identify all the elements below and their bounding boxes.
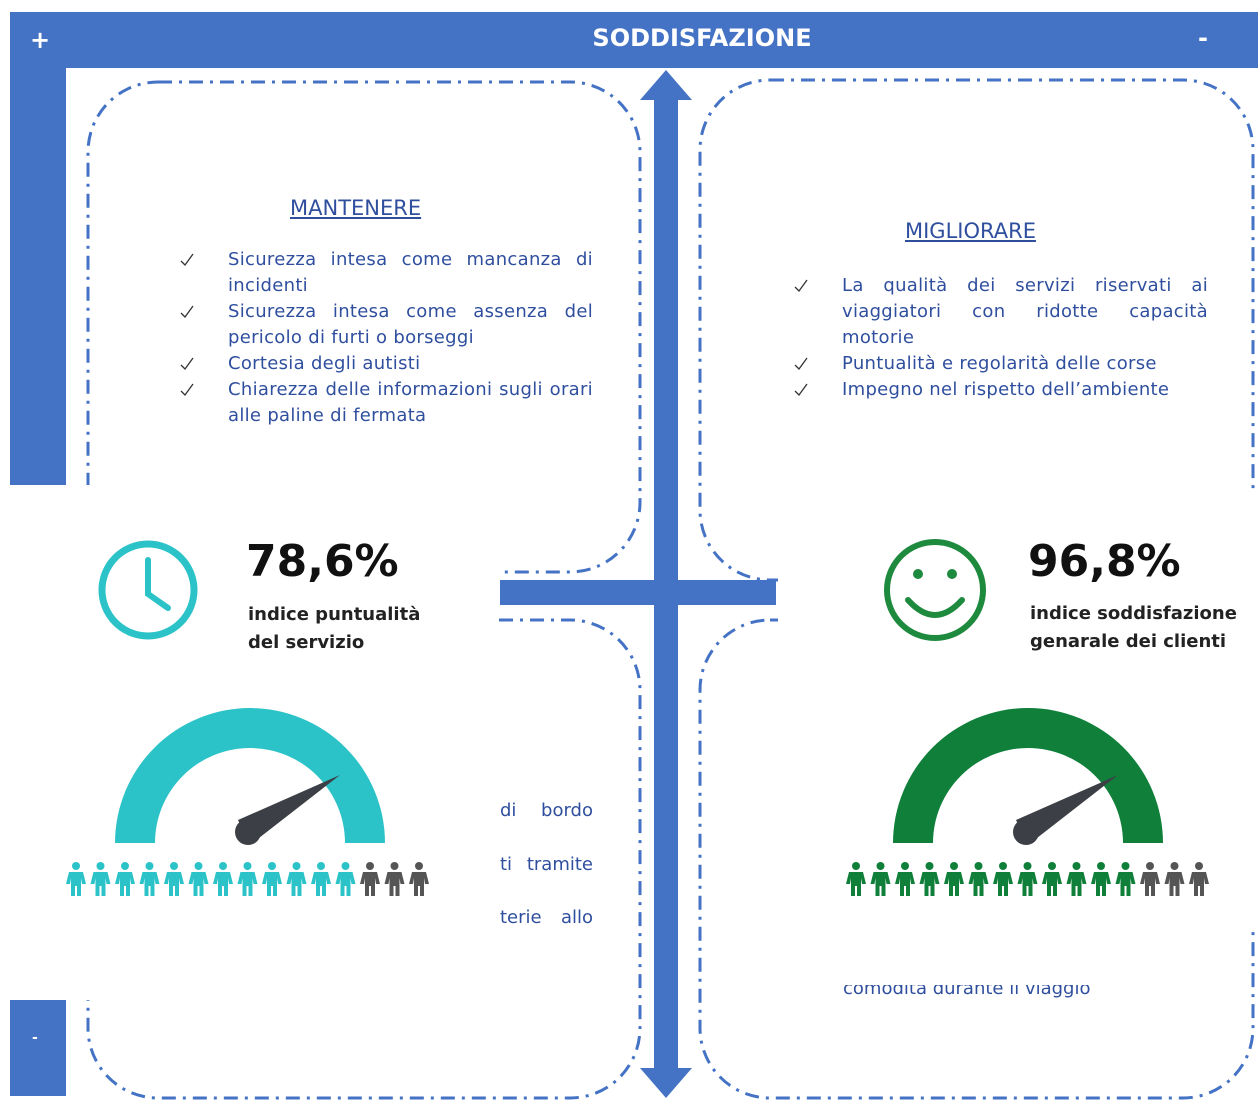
check-icon [794, 279, 808, 292]
gauge-needle [1016, 775, 1118, 845]
check-icon [794, 357, 808, 370]
person-icon [188, 862, 209, 896]
person-icon [1140, 862, 1160, 896]
person-icon [360, 862, 380, 896]
clock-hands [145, 557, 171, 611]
list-item: Puntualità e regolarità delle corse [794, 351, 1208, 377]
smiley-icon [884, 539, 986, 641]
person-icon [139, 862, 160, 896]
check-icon [794, 383, 808, 396]
list: La qualità dei servizi riservati ai viag… [794, 273, 1208, 403]
check-icon [180, 383, 194, 396]
header-sign: - [1198, 24, 1208, 52]
person-icon [1017, 862, 1038, 896]
smiley-mouth [905, 597, 965, 618]
list-item: Sicurezza intesa come mancanza di incide… [180, 247, 593, 299]
horizontal-bar [500, 580, 776, 605]
gauge [115, 708, 385, 843]
kpi-label: indice puntualità [248, 604, 421, 625]
person-icon [286, 862, 307, 896]
text-fragment: ti tramite [500, 854, 593, 875]
overlay [800, 930, 1200, 985]
person-icon [409, 862, 429, 896]
list-item: La qualità dei servizi riservati ai viag… [794, 273, 1208, 351]
section-title: MIGLIORARE [905, 219, 1036, 243]
person-icon [90, 862, 111, 896]
person-icon [384, 862, 405, 896]
person-icon [237, 862, 258, 896]
text-fragment: di bordo [500, 800, 593, 821]
person-icon [1066, 862, 1087, 896]
person-icon [66, 862, 86, 896]
check-icon [180, 357, 194, 370]
list: Sicurezza intesa come mancanza di incide… [180, 247, 593, 429]
arrow-head [640, 1068, 692, 1098]
clip: comodità durante il viaggio [843, 985, 1091, 1005]
person-icon [870, 862, 891, 896]
person-icon [262, 862, 282, 896]
arrow-head [640, 70, 692, 100]
list-item: Chiarezza delle informazioni sugli orari… [180, 377, 593, 429]
kpi-label: del servizio [248, 632, 365, 653]
person-icon [1042, 862, 1062, 896]
person-icon [213, 862, 233, 896]
person-icon [115, 862, 135, 896]
person-icon [1189, 862, 1209, 896]
person-icon [1164, 862, 1185, 896]
kpi-label: genarale dei clienti [1030, 631, 1227, 652]
list-item: Cortesia degli autisti [180, 351, 593, 377]
gauge [893, 708, 1163, 843]
header-title: SODDISFAZIONE [592, 24, 812, 52]
person-icon [944, 862, 964, 896]
side-bar [10, 68, 66, 488]
person-icon [919, 862, 940, 896]
check-icon [180, 253, 194, 266]
header-sign: + [30, 26, 51, 54]
person-icon [846, 862, 866, 896]
section-title: MANTENERE [290, 196, 422, 220]
person-icon [1115, 862, 1136, 896]
list-item: Impegno nel rispetto dell’ambiente [794, 377, 1208, 403]
box [86, 618, 642, 1100]
kpi-value: 96,8% [1028, 536, 1181, 587]
check-icon [180, 305, 194, 318]
gauge-needle [238, 775, 340, 845]
person-icon [895, 862, 915, 896]
list-item: Sicurezza intesa come assenza del perico… [180, 299, 593, 351]
text-fragment: terie allo [500, 907, 593, 928]
person-icon [968, 862, 989, 896]
kpi-label: indice soddisfazione [1030, 603, 1237, 624]
arrow-shaft [654, 98, 678, 1070]
side-sign: - [32, 1030, 38, 1046]
smiley-eye [913, 569, 923, 579]
header-bar [10, 12, 1258, 68]
clock-icon [98, 540, 198, 640]
side-bar [10, 990, 66, 1096]
person-icon [311, 862, 331, 896]
gauge-hub [235, 819, 261, 845]
smiley-eye [947, 569, 957, 579]
kpi-value: 78,6% [246, 536, 399, 587]
person-icon [1091, 862, 1111, 896]
person-icon [993, 862, 1013, 896]
person-icon [164, 862, 184, 896]
text-fragment: comodità durante il viaggio [843, 985, 1091, 999]
person-icon [335, 862, 356, 896]
gauge-hub [1013, 819, 1039, 845]
